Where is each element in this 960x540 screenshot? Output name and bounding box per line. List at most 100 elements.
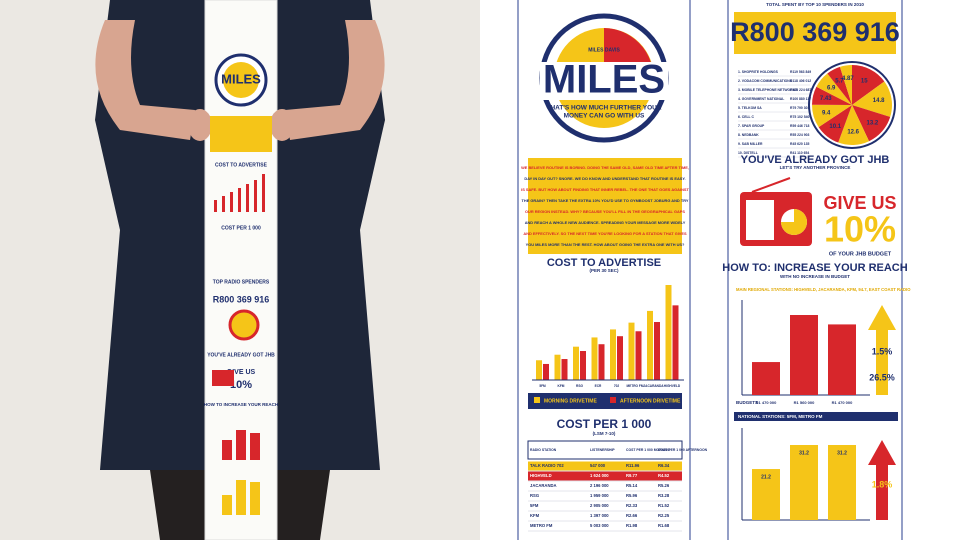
cell: 5FM <box>530 503 539 508</box>
spender-name: 6. CELL C <box>738 115 755 119</box>
mini-bar <box>230 192 233 212</box>
national-chart: 21.2 31.2 31.2 <box>752 445 856 520</box>
cell: R2.25 <box>658 513 670 518</box>
cell: R1.52 <box>658 503 670 508</box>
bar <box>617 336 623 380</box>
hand <box>270 109 294 141</box>
reach-label: NATIONAL STATIONS: 5FM, METRO FM <box>738 414 823 419</box>
cell: R5.96 <box>626 493 638 498</box>
bar <box>647 310 653 380</box>
cell: 2 196 000 <box>590 483 609 488</box>
total-band <box>734 12 896 54</box>
bar <box>561 359 568 380</box>
legs <box>150 470 330 540</box>
mini-bars <box>214 174 265 212</box>
pie-label: 6.9 <box>827 85 836 91</box>
x-label: ECR <box>595 384 602 388</box>
column-head: COST PER 1 000 MORNING <box>626 448 670 452</box>
intro: WE BELIEVE ROUTINE IS BORING. DOING THE … <box>521 165 689 247</box>
section-title: COST PER 1 000 <box>557 417 652 431</box>
bar <box>790 445 818 520</box>
budget: R1 470 000 <box>756 400 777 405</box>
mini-section: TOP RADIO SPENDERS <box>213 279 270 285</box>
radio-grille <box>746 200 774 240</box>
section-title: COST TO ADVERTISE <box>547 257 661 269</box>
value-label: 21.2 <box>761 474 771 480</box>
section-subtitle: WITH NO INCREASE IN BUDGET <box>780 274 850 279</box>
legend-band <box>528 393 682 409</box>
spender-name: 9. SAB MILLER <box>738 142 763 146</box>
pie-label: 10.1 <box>829 124 841 130</box>
bar <box>672 305 679 380</box>
mini-bar <box>250 482 260 515</box>
pie-slice <box>818 105 852 143</box>
x-label: METRO FM <box>627 384 644 388</box>
cell: METRO FM <box>530 523 553 528</box>
spender-name: 10. DISTELL <box>738 151 758 155</box>
bar <box>828 324 856 395</box>
spender-amount: R118 406 012 <box>790 79 811 83</box>
mini-sections: COST TO ADVERTISE COST PER 1 000 TOP RADIO… <box>204 162 278 407</box>
bar <box>665 285 672 380</box>
x-label: JACARANDA <box>643 384 664 388</box>
cell: R3.28 <box>658 493 670 498</box>
arm <box>95 20 195 140</box>
cost-chart: 5FM KFM RSG ECR 702 METRO FM JACARANDA HIGHVELD <box>536 285 681 388</box>
legend-label: AFTERNOON DRIVETIME <box>620 398 681 404</box>
offer-tail: OF YOUR JHB BUDGET <box>829 251 892 257</box>
spender-amount: R59 446 718 <box>790 124 810 128</box>
cell: HIGHVELD <box>530 473 552 478</box>
reach-label: MAIN REGIONAL STATIONS: HIGHVELD, JACARA… <box>736 287 911 292</box>
bar <box>573 346 579 380</box>
cell: R9.77 <box>626 473 638 478</box>
spender-name: 3. MOBILE TELEPHONE NETWORKS <box>738 88 798 92</box>
cell: TALK RADIO 702 <box>530 463 564 468</box>
mini-bar <box>246 184 249 212</box>
arm <box>285 20 385 140</box>
mini-bar <box>222 196 225 212</box>
cell: R1.98 <box>626 523 638 528</box>
section-subtitle: LET'S TRY ANOTHER PROVINCE <box>780 165 851 170</box>
section-title: HOW TO: INCREASE YOUR REACH <box>722 262 907 274</box>
pie-label: 9.4 <box>822 110 831 116</box>
x-label: KFM <box>558 384 565 388</box>
bar <box>752 469 780 520</box>
cell: R2.66 <box>626 513 638 518</box>
pie-label: 7.43 <box>820 96 832 102</box>
mini-pie <box>228 309 260 341</box>
mini-badge-core <box>223 62 259 98</box>
spender-amount: R75 102 540 <box>790 115 810 119</box>
mini-bar <box>236 430 246 460</box>
cost-table: RADIO STATION LISTENERSHIP COST PER 1 000 … <box>527 440 708 532</box>
cell: RSG <box>530 493 539 498</box>
cell: R4.52 <box>658 473 670 478</box>
spender-amount: R119 563 849 <box>790 70 811 74</box>
bar <box>828 445 856 520</box>
mini-bar <box>238 188 241 212</box>
cell: 547 000 <box>590 463 606 468</box>
pie-label: 5.7 <box>835 79 844 85</box>
pie-rim <box>808 61 896 149</box>
bar <box>591 337 598 380</box>
badge-plate <box>540 62 668 100</box>
spender-name: 7. SPAR GROUP <box>738 124 765 128</box>
intro-line: IS SAFE. BUT HOW ABOUT FINDING THAT INNE… <box>521 187 689 192</box>
gain: 1.5% <box>872 346 893 356</box>
budget: R1 470 000 <box>832 400 853 405</box>
bar <box>635 331 642 380</box>
cell: R5.26 <box>658 483 670 488</box>
intro-line: AND REACH A WHOLE NEW AUDIENCE. SPREADIN… <box>525 220 686 225</box>
intro-line: WE BELIEVE ROUTINE IS BORING. DOING THE … <box>521 165 689 170</box>
mini-reach <box>222 430 260 515</box>
spender-name: 1. SHOPRITE HOLDINGS <box>738 70 779 74</box>
intro-line: THE GRAIN? THEN TAKE THE EXTRA 10% YOU'D… <box>522 198 689 203</box>
offer-percent: 10% <box>824 209 896 250</box>
mini-bar <box>236 480 246 515</box>
mini-section: 10% <box>230 379 252 391</box>
pie-label: 12.6 <box>847 130 859 136</box>
x-label: RSG <box>576 384 583 388</box>
x-label: 5FM <box>539 384 546 388</box>
mini-section: YOU'VE ALREADY GOT JHB <box>207 352 275 358</box>
